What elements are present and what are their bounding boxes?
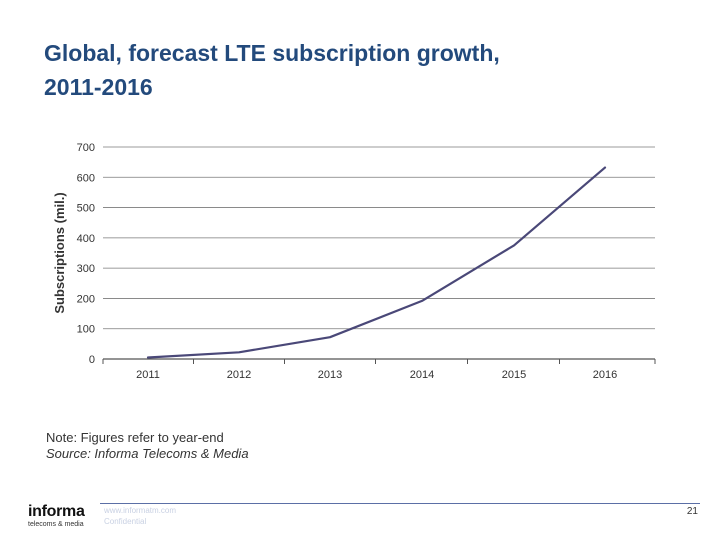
chart-notes: Note: Figures refer to year-end Source: … bbox=[46, 430, 249, 462]
x-tick-label-2016: 2016 bbox=[593, 369, 617, 381]
note-text: Note: Figures refer to year-end bbox=[46, 430, 224, 445]
y-tick-label-600: 600 bbox=[77, 172, 95, 184]
chart-gridlines bbox=[102, 146, 656, 364]
y-tick-label-0: 0 bbox=[89, 354, 95, 366]
y-axis-ticks: 0 100 200 300 400 500 600 700 bbox=[77, 142, 95, 366]
x-tick-label-2013: 2013 bbox=[318, 369, 342, 381]
y-tick-label-400: 400 bbox=[77, 233, 95, 245]
footer-url[interactable]: www.informatm.com bbox=[104, 506, 177, 515]
y-tick-label-300: 300 bbox=[77, 263, 95, 275]
source-text: Source: Informa Telecoms & Media bbox=[46, 446, 249, 461]
y-tick-label-100: 100 bbox=[77, 324, 95, 336]
series-line-0 bbox=[146, 166, 607, 359]
footer-info: www.informatm.com Confidential bbox=[104, 505, 176, 527]
slide-title-line-1: Global, forecast LTE subscription growth… bbox=[44, 40, 500, 66]
y-tick-label-500: 500 bbox=[77, 203, 95, 215]
y-axis-label: Subscriptions (mil.) bbox=[52, 192, 67, 313]
footer-confidential: Confidential bbox=[104, 517, 147, 526]
x-tick-label-2015: 2015 bbox=[502, 369, 526, 381]
y-tick-label-700: 700 bbox=[77, 142, 95, 154]
slide-title: Global, forecast LTE subscription growth… bbox=[44, 36, 684, 104]
slide-title-line-2: 2011-2016 bbox=[44, 74, 153, 100]
x-tick-label-2012: 2012 bbox=[227, 369, 251, 381]
page-number: 21 bbox=[686, 506, 698, 517]
x-tick-label-2014: 2014 bbox=[410, 369, 434, 381]
x-axis-ticks: 2011 2012 2013 2014 2015 2016 bbox=[136, 369, 617, 381]
chart-series bbox=[146, 166, 607, 359]
logo-subtitle: telecoms & media bbox=[28, 521, 84, 528]
informa-logo: informa telecoms & media bbox=[28, 503, 85, 529]
logo-brand: informa bbox=[28, 503, 85, 520]
footer-divider bbox=[100, 503, 700, 504]
y-tick-label-200: 200 bbox=[77, 293, 95, 305]
x-tick-label-2011: 2011 bbox=[136, 369, 160, 381]
